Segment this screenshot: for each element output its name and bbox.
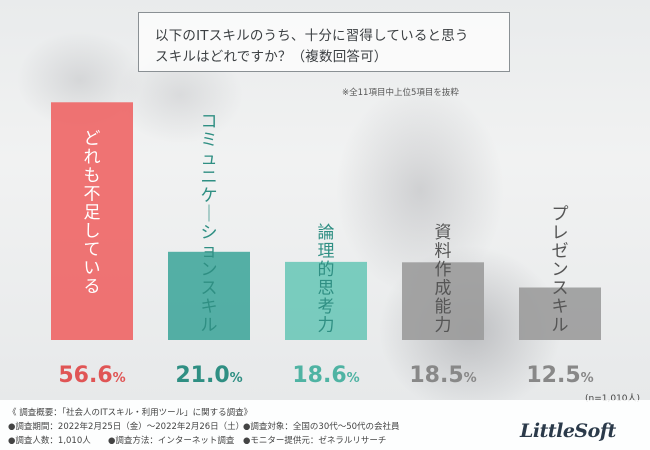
value-label-1: 56.6% <box>58 363 125 388</box>
survey-title: 《 調査概要：「社会人のITスキル・利用ツール」に関する調査》 <box>8 408 253 418</box>
bar-1 <box>51 102 133 340</box>
question-line-1: 以下のITスキルのうち、十分に習得していると思う <box>155 28 469 44</box>
category-label-3: 論理的思考力 <box>318 223 335 336</box>
category-label-2: コミュニケ｜ションスキル <box>201 112 218 336</box>
question-line-2: スキルはどれですか？（複数回答可） <box>155 49 388 65</box>
excerpt-note: ※全11項目中上位5項目を抜粋 <box>342 88 459 98</box>
monitor-provider: ●モニター提供元：ゼネラルリサーチ <box>243 436 387 446</box>
survey-count: ●調査人数：1,010人 <box>8 436 91 446</box>
value-label-5: 12.5% <box>526 363 593 388</box>
bar-5 <box>519 287 601 340</box>
survey-period: ●調査期間：2022年2月25日（金）～2022年2月26日（土） <box>8 422 245 432</box>
survey-target: ●調査対象：全国の30代～50代の会社員 <box>243 422 400 432</box>
footer: 《 調査概要：「社会人のITスキル・利用ツール」に関する調査》 ●調査期間：20… <box>0 400 650 450</box>
sample-size: (n=1,010人) <box>585 394 641 404</box>
question-box: 以下のITスキルのうち、十分に習得していると思う スキルはどれですか？（複数回答… <box>138 12 510 72</box>
category-label-4: 資料作成能力 <box>435 223 452 336</box>
survey-method: ●調査方法：インターネット調査 <box>108 436 235 446</box>
category-label-1: どれも不足している <box>84 129 101 297</box>
bar-chart: どれも不足している 56.6% コミュニケ｜ションスキル 21.0% 論理的思考力 18.… <box>51 102 601 388</box>
category-label-5: プレゼンスキル <box>552 205 569 336</box>
bar-3 <box>285 261 367 340</box>
value-label-3: 18.6% <box>292 363 359 388</box>
bar-4 <box>402 262 484 340</box>
value-label-4: 18.5% <box>409 363 476 388</box>
bar-2 <box>168 251 250 340</box>
littlesoft-logo: LittleSoft <box>520 420 616 442</box>
value-label-2: 21.0% <box>175 363 242 388</box>
